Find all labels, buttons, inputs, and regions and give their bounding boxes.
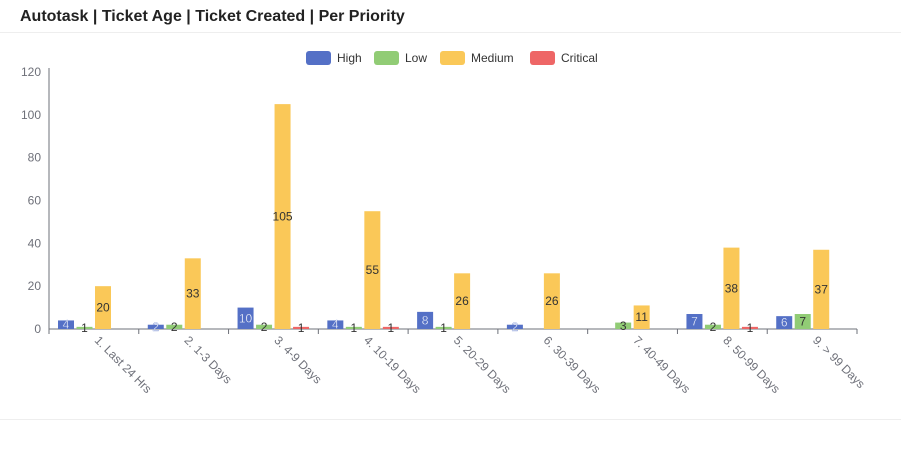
data-label: 1 [747, 321, 754, 335]
data-label: 105 [273, 210, 293, 224]
bar-low [615, 322, 632, 329]
y-tick-label: 0 [34, 322, 41, 336]
data-label: 8 [422, 313, 429, 327]
legend-swatch [530, 51, 555, 65]
bar-medium [95, 286, 111, 329]
y-tick-label: 40 [28, 236, 42, 250]
data-label: 2 [512, 320, 519, 334]
bar-medium [364, 211, 381, 329]
legend-swatch [306, 51, 331, 65]
data-label: 33 [186, 287, 200, 301]
data-label: 3 [620, 319, 627, 333]
data-label: 2 [171, 320, 178, 334]
bar-low [345, 326, 362, 329]
data-label: 6 [781, 316, 788, 330]
legend-item-low[interactable]: Low [374, 51, 427, 65]
data-label: 7 [691, 315, 698, 329]
data-label: 26 [455, 294, 469, 308]
x-tick-label: 4. 10-19 Days [361, 333, 424, 396]
legend-item-critical[interactable]: Critical [530, 51, 598, 65]
bar-medium [543, 273, 560, 329]
y-tick-label: 80 [28, 151, 42, 165]
data-label: 37 [815, 282, 829, 296]
legend-label: Low [405, 51, 427, 65]
data-label: 20 [96, 301, 110, 315]
bar-medium [184, 258, 201, 329]
y-tick-label: 100 [21, 108, 41, 122]
bar-low [166, 324, 183, 329]
page-title: Autotask | Ticket Age | Ticket Created |… [20, 8, 405, 25]
bar-medium [723, 247, 740, 329]
x-tick-label: 7. 40-49 Days [630, 333, 693, 396]
divider [0, 419, 901, 420]
bar-low [76, 326, 93, 329]
bar-low [704, 324, 721, 329]
data-label: 1 [81, 321, 88, 335]
data-label: 26 [545, 294, 559, 308]
bar-high [58, 320, 74, 329]
legend-label: High [337, 51, 362, 65]
bar-high [417, 311, 434, 329]
bar-medium [274, 104, 291, 329]
bar-low [435, 326, 452, 329]
legend-item-medium[interactable]: Medium [440, 51, 514, 65]
y-tick-label: 120 [21, 65, 41, 79]
bar-high [506, 324, 523, 329]
legend-swatch [440, 51, 465, 65]
legend-label: Critical [561, 51, 598, 65]
data-label: 1 [387, 321, 394, 335]
y-tick-label: 20 [28, 279, 42, 293]
x-tick-label: 9. > 99 Days [810, 333, 868, 391]
x-tick-label: 2. 1-3 Days [182, 333, 235, 386]
y-tick-label: 60 [28, 194, 42, 208]
bar-high [686, 314, 703, 329]
data-label: 38 [725, 281, 739, 295]
bar-low [256, 324, 273, 329]
bar-high [237, 307, 254, 329]
x-tick-label: 5. 20-29 Days [451, 333, 514, 396]
bar-low [794, 314, 811, 329]
data-label: 2 [152, 320, 159, 334]
data-label: 11 [635, 310, 648, 324]
bar-high [327, 320, 344, 329]
bar-medium [813, 249, 830, 329]
x-tick-label: 6. 30-39 Days [541, 333, 604, 396]
x-tick-label: 8. 50-99 Days [720, 333, 783, 396]
bar-high [147, 324, 164, 329]
bar-critical [382, 326, 399, 329]
legend-swatch [374, 51, 399, 65]
data-label: 4 [332, 318, 339, 332]
bar-critical [741, 326, 758, 329]
divider [0, 32, 901, 33]
x-tick-label: 1. Last 24 Hrs [92, 333, 155, 396]
bar-high [776, 316, 793, 329]
legend-item-high[interactable]: High [306, 51, 362, 65]
data-label: 2 [710, 320, 717, 334]
data-label: 10 [239, 311, 253, 325]
legend-label: Medium [471, 51, 514, 65]
bar-medium [454, 273, 471, 329]
bar-critical [293, 326, 310, 329]
data-label: 7 [799, 315, 806, 329]
data-label: 55 [366, 263, 380, 277]
data-label: 2 [261, 320, 268, 334]
data-label: 1 [350, 321, 357, 335]
data-label: 4 [63, 318, 70, 332]
data-label: 1 [440, 321, 447, 335]
bar-medium [633, 305, 650, 329]
x-tick-label: 3. 4-9 Days [271, 333, 324, 386]
data-label: 1 [298, 321, 305, 335]
